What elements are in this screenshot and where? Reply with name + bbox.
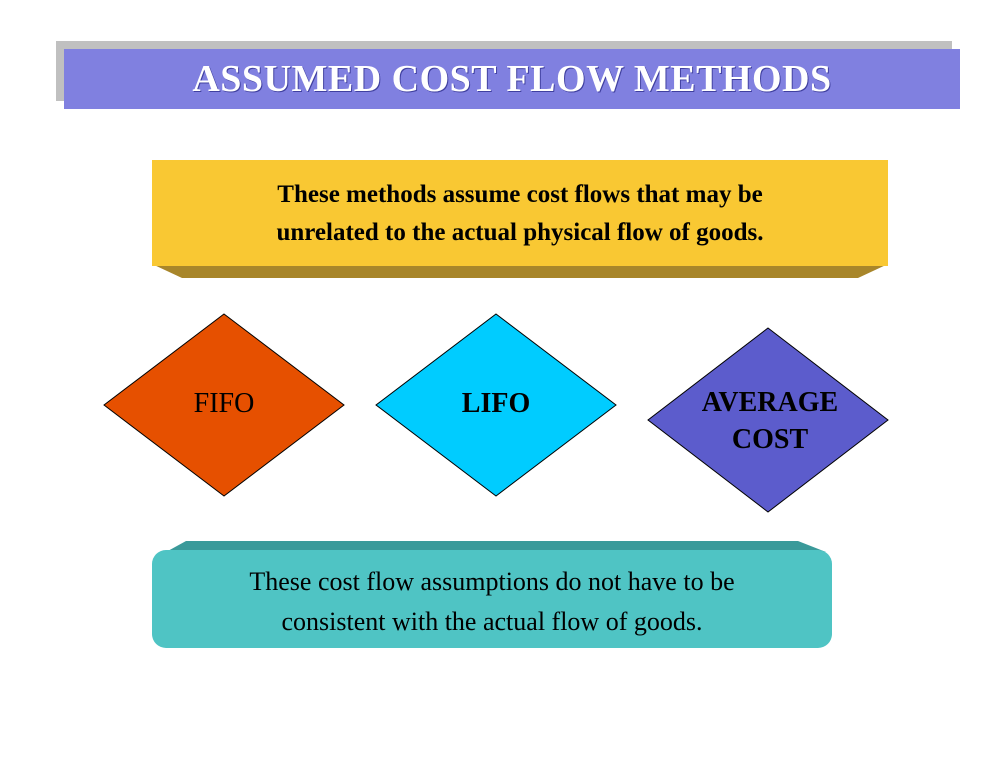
average-cost-label: AVERAGE COST	[670, 384, 870, 458]
top-box-line-1: These methods assume cost flows that may…	[277, 181, 763, 208]
top-box-line-2: unrelated to the actual physical flow of…	[276, 219, 764, 246]
bottom-box-line-1: These cost flow assumptions do not have …	[249, 567, 735, 596]
top-box-face	[152, 160, 888, 266]
average-cost-label-line-2: COST	[731, 424, 809, 455]
average-cost-label-line-1: AVERAGE	[701, 387, 839, 418]
bottom-box-text: These cost flow assumptions do not have …	[152, 562, 832, 642]
top-box-bevel	[152, 264, 888, 278]
bottom-box-face	[152, 550, 832, 648]
top-info-box	[152, 160, 888, 278]
bottom-box-line-2: consistent with the actual flow of goods…	[281, 607, 703, 636]
title-banner: ASSUMED COST FLOW METHODS	[64, 49, 960, 109]
average-cost-diamond	[647, 327, 889, 513]
lifo-label: LIFO	[461, 388, 531, 419]
fifo-label: FIFO	[193, 388, 255, 419]
lifo-diamond	[375, 313, 617, 497]
top-box-text: These methods assume cost flows that may…	[152, 176, 888, 252]
bottom-box-bevel	[166, 541, 826, 552]
fifo-diamond	[103, 313, 345, 497]
page-title: ASSUMED COST FLOW METHODS	[192, 58, 832, 100]
bottom-info-box	[152, 541, 832, 648]
